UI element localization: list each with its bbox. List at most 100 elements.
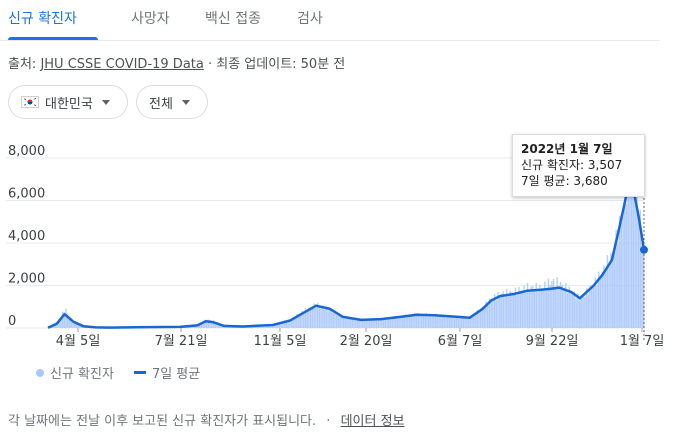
daily-cases-bar (277, 323, 279, 328)
data-info-link[interactable]: 데이터 정보 (340, 414, 405, 429)
daily-cases-bar (375, 317, 378, 328)
chart-legend: 신규 확진자 7일 평균 (36, 363, 200, 382)
daily-cases-bar (559, 281, 562, 328)
legend-line-label: 7일 평균 (151, 367, 201, 382)
footer-note-line: 각 날짜에는 전날 이후 보고된 신규 확진자가 표시됩니다. · 데이터 정보 (8, 410, 405, 429)
korea-flag-icon (21, 96, 39, 108)
tab-bar: 신규 확진자 사망자 백신 접종 검사 (0, 0, 660, 41)
daily-cases-bar (547, 278, 550, 328)
daily-cases-bar (270, 324, 272, 328)
region-label: 대한민국 (45, 96, 93, 112)
daily-cases-bar (323, 309, 326, 328)
average-line (47, 184, 646, 329)
region-dropdown[interactable]: 대한민국 (8, 85, 128, 119)
daily-cases-bar (528, 291, 531, 328)
daily-cases-bar (207, 319, 210, 328)
daily-cases-bar (630, 163, 633, 328)
x-tick-label: 6월 7일 (438, 334, 483, 349)
daily-cases-bar (403, 317, 406, 328)
daily-cases-bar (436, 316, 439, 328)
daily-cases-bar (61, 311, 64, 328)
daily-cases-bar (507, 296, 510, 328)
source-line: 출처: JHU CSSE COVID-19 Data · 최종 업데이트: 50… (8, 53, 345, 72)
period-dropdown[interactable]: 전체 (136, 85, 208, 119)
daily-cases-bar (584, 297, 586, 328)
daily-cases-bar (389, 317, 392, 328)
daily-cases-bar (573, 291, 576, 328)
daily-cases-bar (537, 292, 539, 328)
daily-cases-bar (327, 310, 329, 328)
daily-cases-bar (209, 320, 211, 328)
daily-cases-bar (308, 307, 310, 328)
tab-vaccination[interactable]: 백신 접종 (205, 11, 261, 27)
daily-cases-bar (499, 296, 501, 328)
daily-cases-bar (603, 265, 605, 328)
daily-cases-bar (599, 277, 602, 328)
daily-cases-bar (294, 317, 296, 328)
daily-cases-bar (329, 309, 331, 328)
footer-note: 각 날짜에는 전날 이후 보고된 신규 확진자가 표시됩니다. (8, 414, 317, 429)
tab-tests[interactable]: 검사 (297, 11, 323, 27)
daily-cases-bar (80, 325, 83, 328)
daily-cases-bar (561, 284, 563, 328)
daily-cases-bar (197, 325, 199, 328)
daily-cases-bar (478, 312, 480, 328)
daily-cases-bar (545, 289, 548, 328)
daily-cases-bar (455, 315, 458, 328)
daily-cases-bar (585, 288, 588, 328)
daily-cases-bar (408, 314, 411, 328)
daily-cases-bar (464, 316, 466, 328)
daily-cases-bar (362, 320, 364, 328)
daily-cases-bar (410, 314, 413, 328)
daily-cases-bar (322, 305, 324, 328)
y-tick-label: 0 (8, 314, 16, 329)
daily-cases-bar (320, 306, 322, 328)
daily-cases-bar (471, 317, 473, 328)
daily-cases-bar (490, 299, 492, 328)
daily-cases-bar (431, 314, 433, 328)
y-tick-label: 8,000 (8, 144, 45, 159)
daily-cases-bar (214, 322, 216, 328)
daily-cases-bar (287, 319, 289, 328)
daily-cases-bar (54, 323, 57, 328)
daily-cases-bar (58, 319, 60, 328)
daily-cases-bar (580, 297, 583, 328)
daily-cases-bar (304, 308, 307, 328)
daily-cases-bar (497, 291, 499, 328)
daily-cases-bar (486, 305, 489, 328)
daily-cases-bar (592, 286, 595, 328)
chart-tooltip: 2022년 1월 7일 신규 확진자: 3,507 7일 평균: 3,680 (512, 134, 645, 197)
daily-cases-bar (303, 312, 305, 328)
daily-cases-bar (278, 322, 281, 328)
chevron-down-icon (181, 99, 190, 105)
daily-cases-bar (309, 307, 312, 328)
source-link[interactable]: JHU CSSE COVID-19 Data (40, 57, 204, 72)
x-tick-label: 11월 5일 (254, 334, 307, 349)
daily-cases-bar (466, 319, 468, 328)
daily-cases-bar (297, 315, 300, 328)
daily-cases-bar (544, 281, 546, 328)
daily-cases-bar (360, 320, 362, 328)
tab-new-cases[interactable]: 신규 확진자 (8, 11, 77, 27)
daily-cases-bar (551, 281, 553, 328)
daily-cases-bar (523, 285, 525, 328)
average-area (48, 185, 644, 328)
cases-chart[interactable]: 0 2,000 4,000 6,000 8,000 4월 5일 7월 21일 11월 5일 2월… (0, 130, 685, 355)
daily-cases-bar (448, 317, 451, 328)
daily-cases-bar (615, 229, 617, 328)
daily-cases-bar (460, 317, 463, 328)
daily-cases-bar (349, 318, 352, 328)
tooltip-average: 7일 평균: 3,680 (521, 174, 608, 188)
daily-cases-bar (594, 277, 596, 328)
daily-cases-bar (292, 316, 295, 328)
daily-cases-bar (625, 204, 628, 328)
legend-bars-label: 신규 확진자 (50, 367, 114, 382)
daily-cases-bar (382, 319, 385, 328)
daily-cases-bar (395, 318, 397, 328)
daily-cases-bar (339, 315, 341, 328)
tab-deaths[interactable]: 사망자 (131, 11, 170, 27)
daily-cases-bar (283, 320, 286, 328)
daily-cases-bar (601, 271, 603, 328)
daily-cases-bar (342, 316, 345, 328)
daily-cases-bar (473, 314, 475, 328)
